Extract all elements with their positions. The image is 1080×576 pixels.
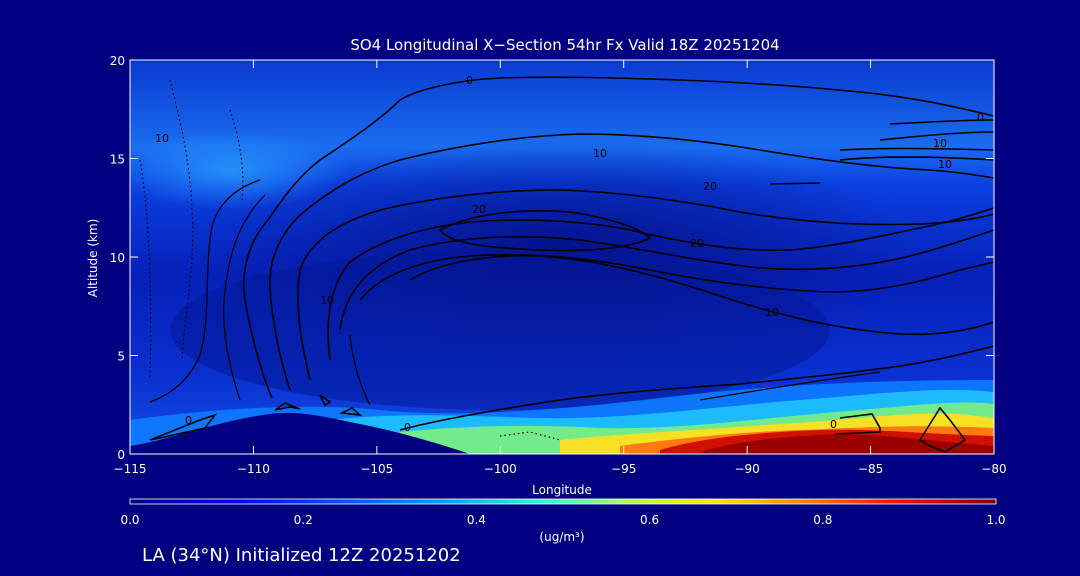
contour-label: 10 xyxy=(765,306,779,319)
contour-label: 0 xyxy=(466,74,473,87)
contour-label-group: 0 10 10 10 10 10 10 20 20 20 0 0 0 0 xyxy=(155,74,984,434)
contour-label: 10 xyxy=(155,132,169,145)
y-tick-label: 5 xyxy=(117,350,125,364)
contour-label: 0 xyxy=(830,418,837,431)
contour-label: 20 xyxy=(472,203,486,216)
colorbar-tick-label: 0.0 xyxy=(120,513,139,527)
y-tick-label: 10 xyxy=(110,251,125,265)
plot-area: 0 10 10 10 10 10 10 20 20 20 0 0 0 0 xyxy=(130,60,994,454)
colorbar-tick-label: 0.2 xyxy=(294,513,313,527)
terrain xyxy=(130,412,470,454)
x-axis-label: Longitude xyxy=(532,483,592,497)
footer-text: LA (34°N) Initialized 12Z 20251202 xyxy=(142,545,461,566)
x-tick-label: −95 xyxy=(611,462,636,476)
contour-label: 10 xyxy=(933,137,947,150)
x-axis: −115 −110 −105 −100 −95 −90 −85 −80 xyxy=(114,60,1007,476)
contour-label: 20 xyxy=(690,237,704,250)
y-axis-label: Altitude (km) xyxy=(86,219,100,298)
y-tick-label: 0 xyxy=(117,448,125,462)
x-tick-label: −100 xyxy=(484,462,517,476)
x-tick-label: −90 xyxy=(734,462,759,476)
colorbar-tick-label: 1.0 xyxy=(986,513,1005,527)
contour-label: 20 xyxy=(703,180,717,193)
contour-label: 0 xyxy=(404,421,411,434)
colorbar-tick-label: 0.4 xyxy=(467,513,486,527)
y-tick-label: 20 xyxy=(110,54,125,68)
y-axis: 0 5 10 15 20 xyxy=(110,54,994,462)
contour-label: 0 xyxy=(185,414,192,427)
chart-title: SO4 Longitudinal X−Section 54hr Fx Valid… xyxy=(350,36,779,54)
x-tick-label: −80 xyxy=(981,462,1006,476)
x-tick-label: −110 xyxy=(237,462,270,476)
contour-label: 10 xyxy=(938,158,952,171)
contour-lines xyxy=(139,76,994,453)
contour-label: 10 xyxy=(320,294,334,307)
x-tick-label: −85 xyxy=(858,462,883,476)
colorbar-tick-label: 0.8 xyxy=(813,513,832,527)
colorbar-label: (ug/m³) xyxy=(539,530,584,544)
colorbar xyxy=(129,498,997,505)
colorbar-tick-label: 0.6 xyxy=(640,513,659,527)
y-tick-label: 15 xyxy=(110,153,125,167)
heatmap-dark-core-2 xyxy=(170,250,830,410)
contour-label: 10 xyxy=(593,147,607,160)
heatmap-surface-darkred xyxy=(700,434,994,454)
x-tick-label: −115 xyxy=(114,462,147,476)
contour-label: 0 xyxy=(977,111,984,124)
colorbar-ticks: 0.0 0.2 0.4 0.6 0.8 1.0 xyxy=(120,513,1005,527)
x-tick-label: −105 xyxy=(360,462,393,476)
